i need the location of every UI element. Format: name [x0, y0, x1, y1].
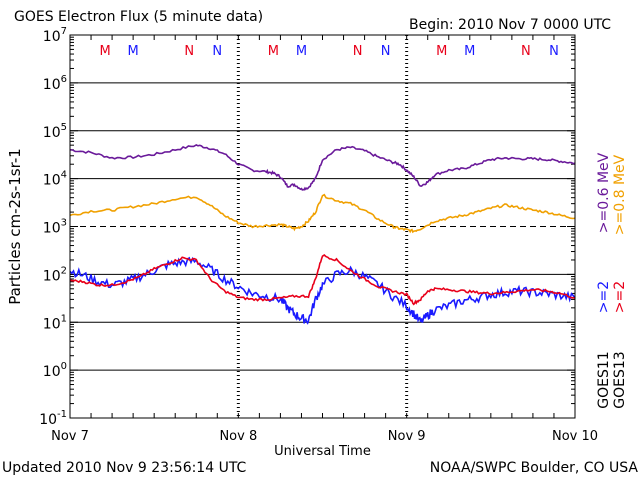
orbit-marker: N [549, 44, 559, 59]
legend-entry: GOES11 [596, 351, 612, 408]
orbit-marker: N [184, 44, 194, 59]
plot-frame [69, 34, 576, 419]
series-line [69, 193, 576, 234]
legend-entry: >=2 [596, 281, 612, 313]
begin-date: Begin: 2010 Nov 7 0000 UTC [409, 17, 612, 33]
y-tick-label: 101 [43, 313, 67, 332]
orbit-marker: M [296, 44, 307, 59]
series-layer [69, 143, 576, 325]
orbit-marker: N [212, 44, 222, 59]
orbit-marker: M [464, 44, 475, 59]
y-tick-label: 104 [43, 170, 67, 189]
series-line [69, 143, 576, 191]
legend-entry: GOES13 [612, 351, 628, 408]
orbit-marker: N [381, 44, 391, 59]
y-tick-label: 102 [43, 265, 67, 284]
y-axis-title: Particles cm-2s-1sr-1 [6, 148, 24, 305]
orbit-marker: M [436, 44, 447, 59]
orbit-marker: N [521, 44, 531, 59]
x-tick-label: Nov 10 [552, 429, 598, 444]
x-axis-title: Universal Time [274, 444, 371, 459]
y-tick-label: 10-1 [39, 409, 67, 428]
grid-layer [69, 34, 576, 419]
orbit-marker: N [353, 44, 363, 59]
series-line [69, 256, 576, 325]
y-tick-label: 107 [43, 26, 67, 45]
y-tick-label: 103 [43, 218, 67, 237]
orbit-marker: M [99, 44, 110, 59]
y-tick-label: 106 [43, 74, 67, 93]
y-tick-label: 100 [43, 361, 67, 380]
legend-entry: >=0.8 MeV [612, 154, 628, 235]
legend-entry: >=0.6 MeV [596, 152, 612, 233]
x-tick-label: Nov 7 [51, 429, 89, 444]
y-tick-label: 105 [43, 122, 67, 141]
x-tick-label: Nov 8 [219, 429, 257, 444]
footer-credit: NOAA/SWPC Boulder, CO USA [429, 460, 638, 476]
chart-title: GOES Electron Flux (5 minute data) [14, 9, 264, 25]
footer-updated: Updated 2010 Nov 9 23:56:14 UTC [2, 460, 247, 476]
x-tick-label: Nov 9 [388, 429, 426, 444]
legend-entry: >=2 [612, 281, 628, 313]
orbit-marker: M [128, 44, 139, 59]
series-line [69, 253, 576, 306]
orbit-marker: M [268, 44, 279, 59]
